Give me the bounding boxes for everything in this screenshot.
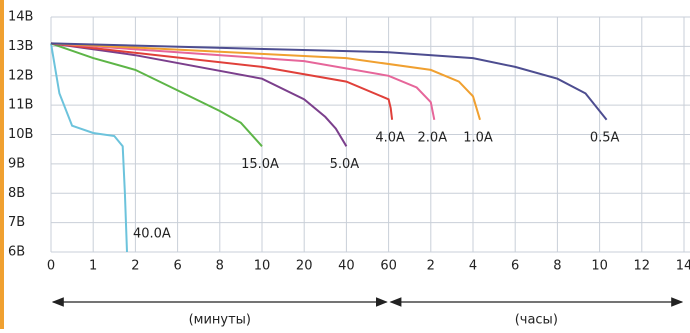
x-tick-label: 14 (676, 259, 690, 274)
x-tick-label: 10 (254, 259, 271, 274)
series-line (50, 42, 263, 147)
x-tick-label: 20 (296, 259, 313, 274)
y-tick-label: 6В (8, 245, 25, 260)
y-tick-label: 12В (8, 68, 33, 83)
series-line (50, 42, 348, 147)
series-label: 5.0A (330, 157, 360, 172)
series-line (50, 42, 436, 120)
series-label: 40.0A (133, 227, 171, 242)
x-tick-label: 2 (427, 259, 435, 274)
x-tick-label: 8 (553, 259, 561, 274)
series-line (50, 43, 128, 253)
range-label: (часы) (515, 313, 558, 328)
side-stripe (0, 0, 4, 329)
y-tick-label: 9В (8, 156, 25, 171)
x-tick-label: 10 (591, 259, 608, 274)
y-tick-label: 8В (8, 186, 25, 201)
x-tick-label: 6 (173, 259, 181, 274)
y-tick-label: 10В (8, 127, 33, 142)
range-label: (минуты) (189, 313, 251, 328)
x-tick-label: 0 (47, 259, 55, 274)
x-tick-label: 2 (131, 259, 139, 274)
series-line (50, 42, 608, 121)
y-tick-label: 7В (8, 215, 25, 230)
x-tick-label: 8 (216, 259, 224, 274)
y-tick-label: 11В (8, 98, 33, 113)
x-tick-label: 6 (511, 259, 519, 274)
x-tick-label: 40 (338, 259, 355, 274)
series-label: 15.0A (241, 157, 279, 172)
series-label: 4.0A (375, 130, 405, 145)
x-tick-label: 4 (469, 259, 477, 274)
series-line (50, 42, 394, 120)
y-tick-label: 14В (8, 10, 33, 25)
series-line (50, 42, 481, 121)
x-tick-label: 1 (89, 259, 97, 274)
y-tick-label: 13В (8, 39, 33, 54)
series-label: 1.0A (463, 130, 493, 145)
series-label: 2.0A (418, 130, 448, 145)
series-label: 0.5A (590, 130, 620, 145)
x-tick-label: 12 (634, 259, 651, 274)
x-tick-label: 60 (380, 259, 397, 274)
